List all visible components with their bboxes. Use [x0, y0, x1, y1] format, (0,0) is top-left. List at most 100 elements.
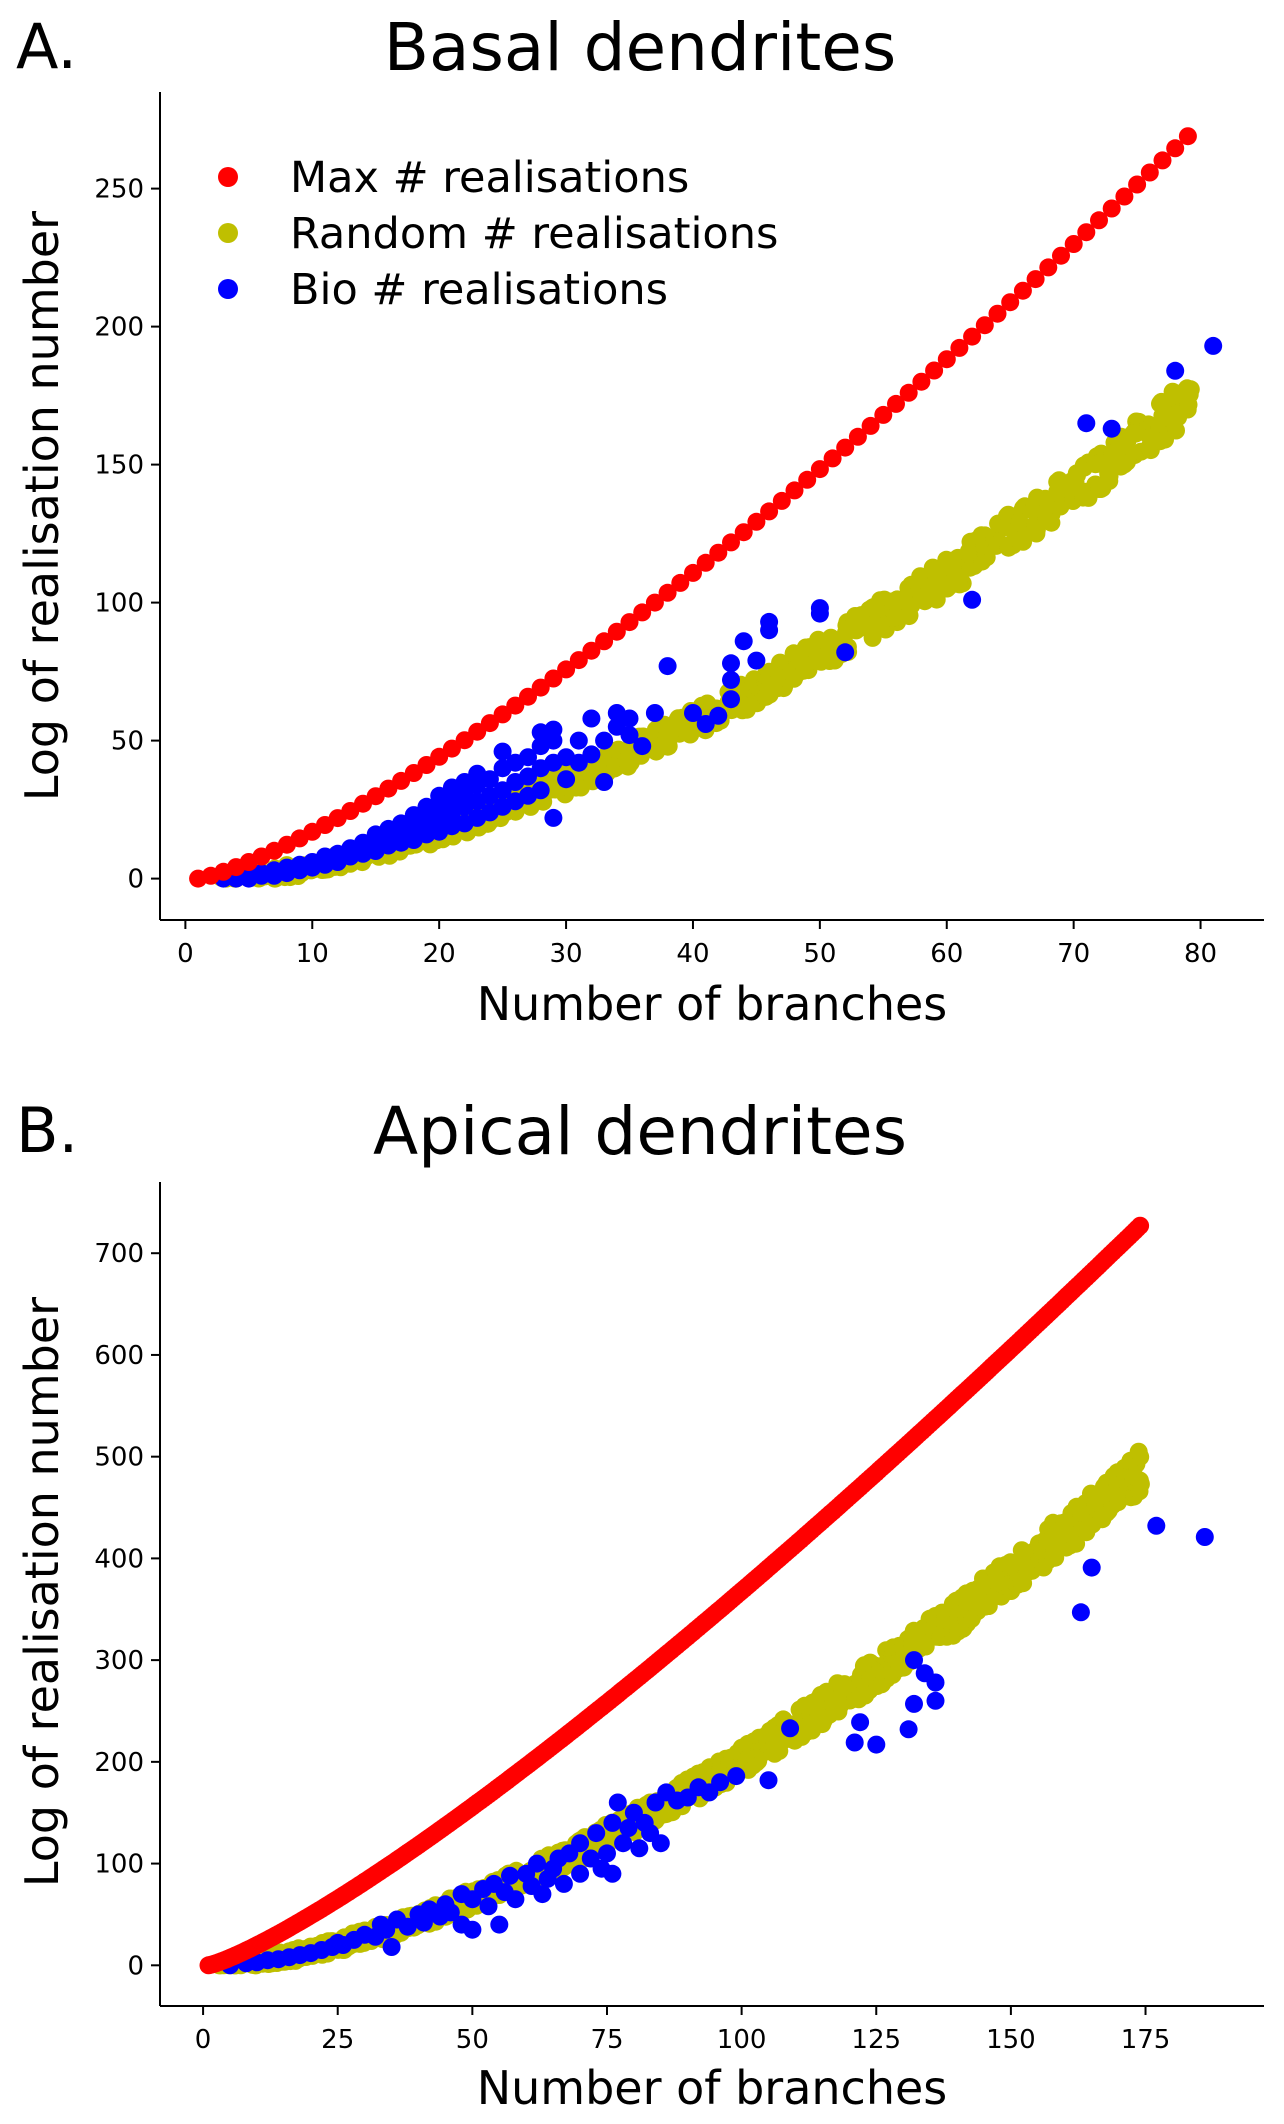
y-tick-label: 150: [94, 451, 144, 481]
bio-point: [722, 690, 740, 709]
panel-a-label: A.: [16, 10, 77, 83]
panel-a-y-ticks: 0 50 100 150 200 250: [94, 175, 160, 895]
bio-point: [633, 737, 652, 756]
legend-marker-random: [218, 223, 238, 243]
max-point: [772, 491, 791, 510]
bio-point: [557, 770, 576, 789]
max-point: [1013, 281, 1032, 300]
max-point: [810, 460, 829, 479]
random-point: [681, 725, 700, 744]
bio-point: [528, 1854, 546, 1873]
x-tick-label: 50: [803, 939, 836, 969]
bio-point: [1071, 1603, 1090, 1622]
random-point: [659, 737, 678, 756]
max-point: [569, 651, 588, 670]
max-point: [557, 660, 576, 679]
y-tick-label: 200: [94, 1748, 144, 1778]
x-tick-label: 25: [321, 2025, 354, 2055]
max-point: [975, 316, 994, 335]
max-point: [595, 632, 614, 651]
bio-point: [759, 1771, 778, 1790]
max-point: [544, 669, 563, 688]
bio-point: [533, 1885, 552, 1904]
max-point: [1090, 211, 1108, 230]
bio-point: [722, 670, 740, 689]
random-point: [1167, 421, 1185, 440]
max-point: [937, 350, 956, 369]
random-point: [1111, 457, 1130, 476]
random-point: [883, 592, 902, 611]
bio-point: [620, 709, 639, 728]
bio-point: [620, 726, 639, 745]
random-point: [1180, 385, 1199, 404]
bio-point: [603, 1813, 622, 1832]
x-tick-label: 40: [676, 939, 709, 969]
max-point: [1052, 246, 1070, 265]
max-point: [950, 338, 969, 357]
bio-point: [905, 1651, 923, 1670]
bio-point: [651, 1834, 670, 1853]
bio-point: [587, 1824, 606, 1843]
x-tick-label: 100: [717, 2025, 767, 2055]
max-point: [709, 543, 728, 562]
bio-point: [619, 1819, 638, 1837]
x-tick-label: 0: [195, 2025, 212, 2055]
max-point: [836, 438, 855, 457]
legend-label-max: Max # realisations: [290, 153, 689, 203]
max-point: [582, 641, 601, 660]
panel-b-points: [199, 1216, 1214, 1975]
bio-point: [595, 773, 614, 791]
bio-point: [571, 1864, 590, 1883]
random-point: [1163, 407, 1182, 426]
max-point: [519, 687, 537, 706]
legend-marker-max: [218, 167, 238, 187]
random-point: [795, 661, 814, 680]
max-point: [1077, 223, 1096, 242]
bio-point: [614, 1834, 633, 1853]
max-point: [1026, 270, 1045, 289]
panel-a-legend: Max # realisations Random # realisations…: [218, 153, 778, 315]
bio-point: [554, 1874, 573, 1893]
y-tick-label: 100: [94, 1850, 144, 1880]
legend-label-bio: Bio # realisations: [290, 265, 668, 315]
panel-a-title: Basal dendrites: [384, 9, 896, 86]
max-point: [1001, 293, 1020, 312]
random-point: [1010, 513, 1029, 532]
y-tick-label: 50: [111, 727, 144, 757]
x-tick-label: 175: [1121, 2025, 1171, 2055]
max-point: [1131, 1216, 1150, 1235]
random-point: [1151, 432, 1170, 451]
max-point: [912, 372, 931, 391]
bio-point: [899, 1720, 918, 1739]
bio-point: [1147, 1516, 1166, 1535]
random-point: [947, 573, 966, 592]
bio-point: [1195, 1528, 1214, 1546]
max-point: [1140, 163, 1159, 182]
bio-point: [569, 731, 588, 750]
max-point: [785, 481, 804, 500]
x-tick-label: 75: [590, 2025, 623, 2055]
max-point: [734, 523, 753, 542]
bio-point: [747, 651, 766, 670]
y-tick-label: 0: [127, 865, 144, 895]
bio-point: [1166, 361, 1185, 380]
bio-point: [1204, 336, 1223, 355]
panel-b-label: B.: [16, 1094, 78, 1167]
bio-point: [441, 1903, 460, 1922]
max-point: [468, 722, 487, 741]
max-point: [899, 383, 918, 402]
max-point: [823, 449, 842, 468]
bio-point: [926, 1673, 945, 1692]
bio-point: [501, 1866, 519, 1885]
max-point: [480, 714, 499, 733]
max-point: [760, 502, 779, 521]
max-point: [645, 593, 664, 612]
random-point: [1042, 513, 1061, 532]
max-point: [848, 427, 867, 446]
panel-b-x-axis-label: Number of branches: [477, 2061, 948, 2115]
bio-point: [845, 1733, 864, 1752]
bio-point: [480, 770, 499, 789]
bio-point: [479, 1897, 498, 1916]
max-point: [506, 696, 525, 715]
